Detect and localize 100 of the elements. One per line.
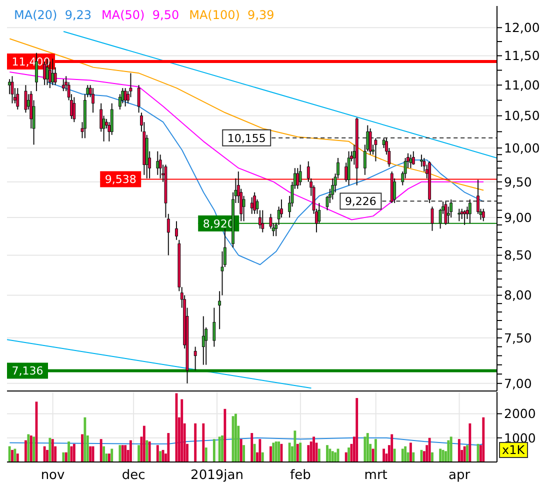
candlestick [468, 198, 472, 224]
text: MA(50) 9,50 [102, 8, 180, 22]
bar [32, 436, 35, 462]
y-tick-label: 11,00 [504, 78, 540, 93]
bar [240, 439, 242, 462]
bar [16, 454, 19, 462]
y-tick-label: 2000 [504, 406, 536, 422]
bar [366, 433, 369, 462]
y-tick-label: 9,50 [504, 174, 532, 190]
x-tick-label: nov [40, 468, 66, 484]
candlestick [10, 76, 14, 104]
candlestick [347, 150, 350, 186]
candlestick [124, 88, 127, 107]
candlestick [430, 206, 434, 232]
candlestick [218, 290, 222, 330]
bar [68, 441, 70, 462]
bar [138, 445, 140, 462]
bar [142, 426, 146, 462]
bar [204, 448, 208, 462]
bar [272, 442, 275, 462]
candlestick [253, 192, 256, 214]
bar [331, 451, 334, 462]
line-series [9, 38, 484, 191]
bar [8, 446, 11, 462]
candlestick [202, 316, 205, 366]
bar [234, 414, 237, 462]
bar [100, 439, 102, 462]
bar [118, 445, 122, 462]
ref-line-label: 9,538 [104, 173, 136, 186]
y-tick-label: 10,50 [504, 108, 540, 124]
bar [148, 441, 151, 462]
bar [130, 440, 132, 462]
bar [221, 435, 224, 462]
candlestick [331, 178, 334, 200]
bar [410, 442, 412, 462]
candlestick [48, 61, 52, 89]
x-tick-label: apr [448, 468, 471, 484]
y-tick-label: 8,00 [504, 288, 532, 303]
bar [374, 439, 377, 462]
bar [159, 451, 162, 462]
bar [124, 445, 127, 462]
bar [296, 444, 299, 462]
bar [348, 448, 350, 462]
y-tick-label: 8,50 [504, 248, 532, 263]
y-tick-label: 7,00 [504, 376, 532, 391]
bar [450, 436, 452, 462]
bar [72, 444, 76, 462]
bar [202, 423, 205, 462]
bar [328, 448, 332, 462]
bar [364, 436, 366, 462]
bar [253, 444, 256, 462]
y-tick-label: 7,50 [504, 330, 532, 346]
bar [401, 448, 404, 462]
ref-line-label: 10,155 [227, 132, 266, 145]
candlestick [51, 58, 54, 86]
candlestick [92, 88, 94, 114]
bar [242, 445, 245, 462]
candlestick [261, 210, 264, 233]
candlestick [458, 208, 461, 222]
bar [468, 423, 472, 462]
ref-line-label: 9,226 [344, 195, 376, 208]
bar [404, 446, 407, 462]
bar [299, 442, 302, 462]
y-tick-label: 9,00 [504, 210, 532, 225]
y-tick-label: 10,00 [504, 140, 540, 156]
bar [356, 398, 358, 462]
bar [274, 441, 278, 462]
candlestick [72, 96, 76, 123]
line-series [9, 437, 484, 446]
bar [89, 446, 92, 462]
bar [390, 434, 394, 462]
ref-line-label: 7,136 [12, 364, 44, 378]
candlestick [212, 307, 216, 348]
bar [30, 435, 32, 462]
bar [412, 452, 415, 462]
bar [121, 445, 124, 462]
bar [466, 445, 468, 462]
bar [326, 445, 328, 462]
candlestick [194, 346, 197, 371]
candlestick [409, 154, 412, 169]
bar [439, 448, 442, 462]
bar [258, 439, 262, 462]
bar [261, 452, 264, 462]
bar [382, 448, 385, 462]
bar [167, 433, 170, 462]
bar [270, 446, 272, 462]
bar [110, 448, 114, 462]
bar [288, 442, 291, 462]
candlestick [250, 196, 254, 214]
bar [458, 439, 460, 462]
bar [14, 448, 16, 462]
bar [428, 438, 431, 462]
text: MA(100) 9,39 [189, 8, 274, 22]
y-tick-label: 12,00 [504, 20, 540, 36]
candlestick [444, 201, 448, 226]
x-tick-label: 2019jan [190, 468, 244, 484]
bar [393, 448, 396, 462]
bar [212, 439, 216, 462]
bar [218, 436, 221, 462]
bar [278, 441, 280, 462]
